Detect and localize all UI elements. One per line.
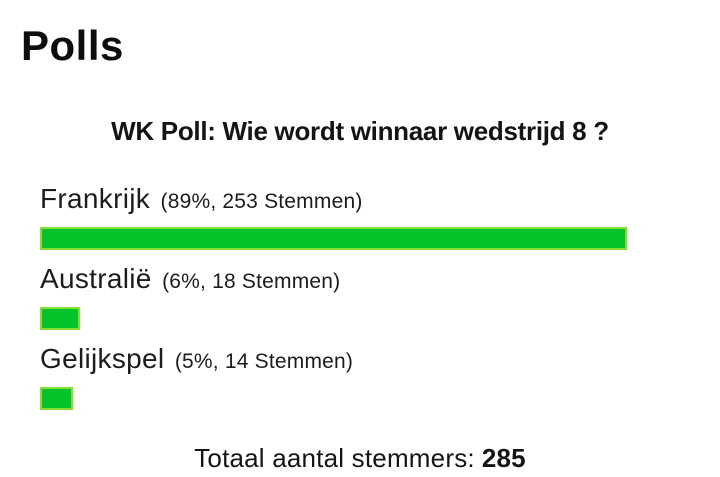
poll-widget: WK Poll: Wie wordt winnaar wedstrijd 8 ?… [0,116,720,474]
option-detail: (6%, 18 Stemmen) [162,270,341,294]
poll-question: WK Poll: Wie wordt winnaar wedstrijd 8 ? [111,116,609,147]
poll-options-list: Frankrijk (89%, 253 Stemmen) Australië (… [0,183,720,411]
poll-total: Totaal aantal stemmers: 285 [0,443,720,474]
result-bar [40,387,73,411]
result-bar-track [40,227,700,251]
option-detail: (89%, 253 Stemmen) [160,190,363,214]
poll-option-gelijkspel: Gelijkspel (5%, 14 Stemmen) [40,343,702,411]
option-label: Australië (6%, 18 Stemmen) [40,263,702,300]
page-title: Polls [21,22,124,69]
poll-option-australie: Australië (6%, 18 Stemmen) [40,263,702,331]
result-bar-track [40,387,700,411]
option-name: Australië [40,263,152,295]
option-detail: (5%, 14 Stemmen) [174,350,354,374]
option-name: Gelijkspel [40,343,165,375]
result-bar [40,307,80,331]
poll-total-value: 285 [481,443,526,474]
result-bar-track [40,307,700,331]
result-bar [40,227,628,251]
option-label: Frankrijk (89%, 253 Stemmen) [40,183,702,220]
option-name: Frankrijk [40,183,151,215]
poll-total-label: Totaal aantal stemmers: [194,443,475,474]
poll-option-frankrijk: Frankrijk (89%, 253 Stemmen) [40,183,702,251]
option-label: Gelijkspel (5%, 14 Stemmen) [40,343,702,380]
